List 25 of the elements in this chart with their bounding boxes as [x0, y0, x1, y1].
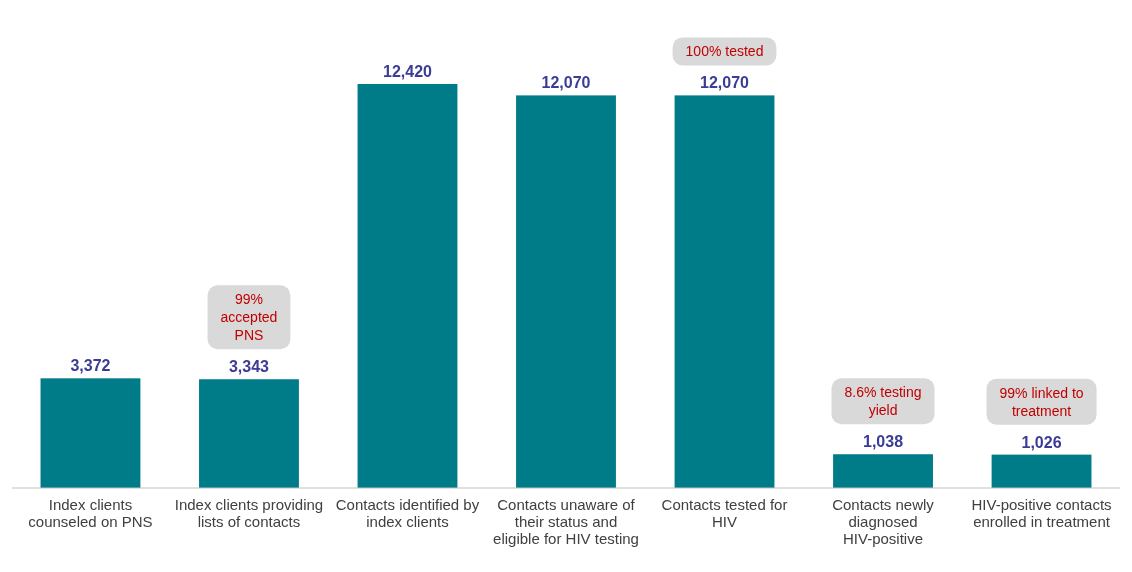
data-label: 12,420 [383, 63, 433, 80]
bar [40, 378, 141, 488]
x-tick-label: Contacts tested for HIV [661, 496, 788, 530]
data-label: 1,038 [863, 433, 904, 451]
data-label: 3,343 [228, 358, 270, 376]
data-label: 1,026 [1021, 433, 1062, 451]
bar [516, 95, 616, 488]
bar [199, 379, 299, 488]
bar [674, 95, 775, 488]
annotation: 8.6% testing yield [844, 384, 922, 419]
x-tick-label: Contacts newly diagnosed HIV-positive [832, 496, 935, 547]
data-label: 3,372 [70, 357, 111, 375]
data-label: 12,070 [541, 74, 591, 92]
x-tick-label: Contacts unaware of their status and eligible for HIV testing [493, 496, 639, 547]
x-tick-label: Index clients providing lists of contacts [174, 496, 324, 530]
x-tick-label: Index clients counseled on PNS [28, 496, 153, 530]
bar [991, 454, 1092, 488]
bar [357, 84, 458, 488]
data-label: 12,070 [700, 74, 750, 92]
annotation: 99% linked to treatment [999, 384, 1084, 419]
x-tick-label: Contacts identified by index clients [335, 496, 480, 530]
annotation: 100% tested [685, 43, 764, 60]
bar [833, 454, 933, 488]
annotation: 99% accepted PNS [220, 291, 278, 344]
x-tick-label: HIV-positive contacts enrolled in treatment [971, 496, 1112, 530]
